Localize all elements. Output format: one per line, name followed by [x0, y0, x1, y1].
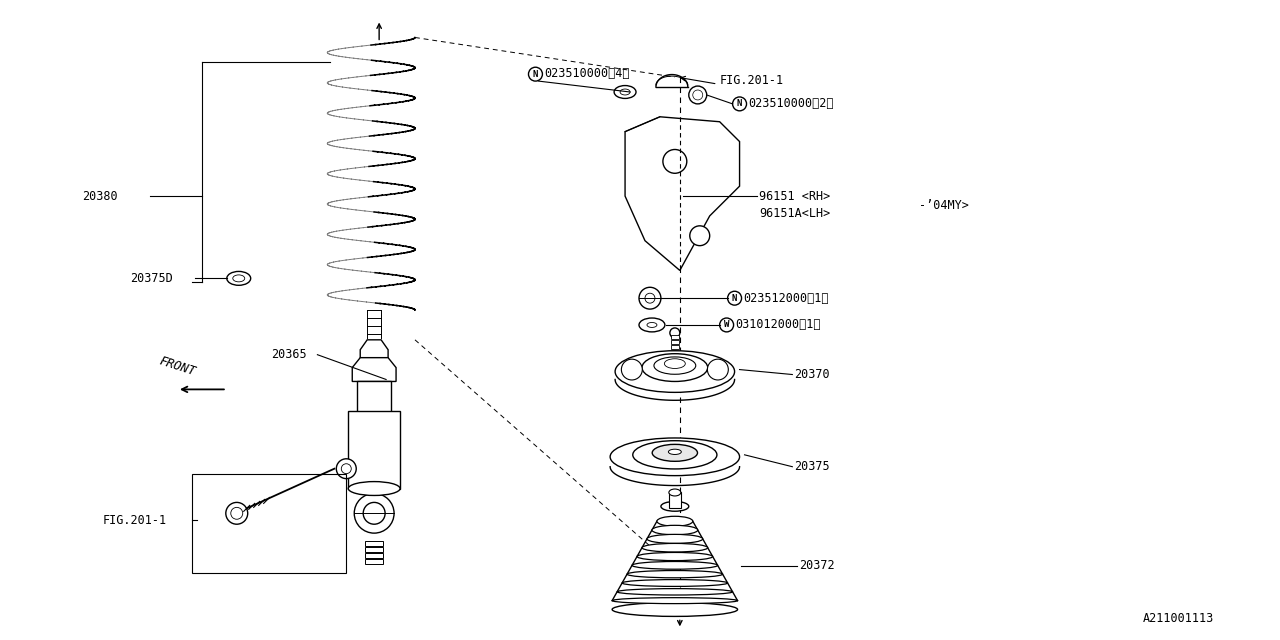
- Ellipse shape: [652, 525, 698, 535]
- Circle shape: [689, 86, 707, 104]
- Text: N: N: [732, 294, 737, 303]
- Ellipse shape: [643, 354, 708, 381]
- Bar: [192, 474, 347, 573]
- Ellipse shape: [664, 359, 685, 369]
- Text: FRONT: FRONT: [157, 355, 197, 378]
- Text: N: N: [737, 99, 742, 108]
- Bar: [365, 541, 383, 546]
- Circle shape: [692, 90, 703, 100]
- Ellipse shape: [632, 441, 717, 469]
- Ellipse shape: [622, 580, 727, 586]
- Ellipse shape: [627, 570, 723, 578]
- Circle shape: [230, 508, 243, 519]
- Text: A211001113: A211001113: [1143, 612, 1213, 625]
- Text: FIG.201-1: FIG.201-1: [719, 74, 783, 86]
- Text: 023510000（2）: 023510000（2）: [749, 97, 835, 110]
- Text: 20380: 20380: [82, 189, 118, 203]
- Ellipse shape: [632, 561, 718, 569]
- Circle shape: [645, 293, 655, 303]
- Circle shape: [732, 97, 746, 111]
- Ellipse shape: [227, 271, 251, 285]
- Ellipse shape: [660, 502, 689, 511]
- Bar: [365, 553, 383, 558]
- Text: FIG.201-1: FIG.201-1: [102, 514, 166, 527]
- Text: 20365: 20365: [271, 348, 307, 361]
- Bar: [365, 547, 383, 552]
- Polygon shape: [352, 358, 396, 381]
- Ellipse shape: [708, 359, 728, 380]
- Ellipse shape: [614, 86, 636, 99]
- Circle shape: [342, 464, 351, 474]
- Ellipse shape: [639, 318, 664, 332]
- Ellipse shape: [654, 357, 696, 374]
- Ellipse shape: [657, 516, 692, 526]
- Circle shape: [690, 226, 709, 246]
- Circle shape: [225, 502, 248, 524]
- Bar: [365, 559, 383, 564]
- Ellipse shape: [653, 444, 698, 461]
- Bar: [671, 345, 678, 349]
- Ellipse shape: [348, 481, 401, 495]
- Ellipse shape: [612, 598, 737, 604]
- Ellipse shape: [646, 323, 657, 328]
- Ellipse shape: [637, 552, 713, 561]
- Circle shape: [669, 328, 680, 338]
- Circle shape: [727, 291, 741, 305]
- Ellipse shape: [616, 351, 735, 392]
- Bar: [669, 493, 681, 508]
- Text: 20370: 20370: [795, 368, 829, 381]
- Circle shape: [355, 493, 394, 533]
- Text: 023510000（4）: 023510000（4）: [544, 67, 630, 79]
- Circle shape: [337, 459, 356, 479]
- Ellipse shape: [668, 449, 681, 454]
- Text: 20375: 20375: [795, 460, 829, 473]
- Text: 20375D: 20375D: [131, 272, 173, 285]
- Polygon shape: [625, 116, 740, 271]
- Bar: [671, 335, 678, 339]
- Text: 031012000（1）: 031012000（1）: [736, 319, 820, 332]
- Bar: [357, 381, 392, 488]
- Polygon shape: [360, 340, 388, 358]
- Ellipse shape: [233, 275, 244, 282]
- Circle shape: [364, 502, 385, 524]
- Circle shape: [719, 318, 733, 332]
- Circle shape: [529, 67, 543, 81]
- Bar: [671, 340, 678, 344]
- Bar: [348, 412, 401, 488]
- Ellipse shape: [620, 89, 630, 95]
- Circle shape: [639, 287, 660, 309]
- Ellipse shape: [612, 602, 737, 616]
- Text: 023512000（1）: 023512000（1）: [744, 292, 829, 305]
- Ellipse shape: [621, 359, 643, 380]
- Circle shape: [663, 150, 687, 173]
- Ellipse shape: [646, 534, 703, 543]
- Ellipse shape: [643, 543, 708, 552]
- Ellipse shape: [611, 438, 740, 476]
- Text: N: N: [532, 70, 538, 79]
- Text: 96151 <RH>: 96151 <RH>: [759, 189, 831, 203]
- Text: -’04MY>: -’04MY>: [919, 198, 969, 211]
- Text: 20372: 20372: [799, 559, 835, 572]
- Text: 96151A<LH>: 96151A<LH>: [759, 207, 831, 220]
- Ellipse shape: [669, 489, 681, 496]
- Ellipse shape: [617, 589, 732, 595]
- Text: W: W: [724, 321, 730, 330]
